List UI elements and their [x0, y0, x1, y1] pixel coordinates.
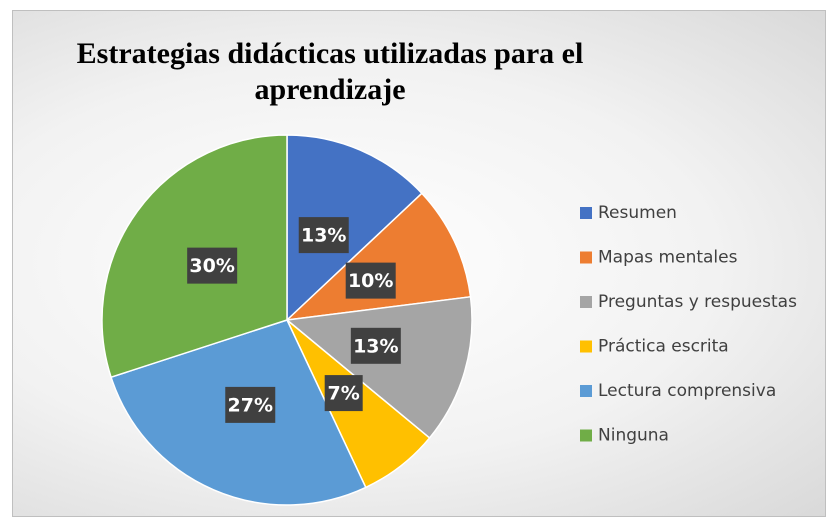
data-label-box	[345, 262, 396, 299]
legend-swatch	[580, 251, 592, 264]
data-label-box	[324, 375, 363, 412]
data-label-box	[350, 327, 401, 364]
data-label-box	[298, 217, 349, 254]
legend-swatch	[580, 207, 592, 219]
legend-label: Práctica escrita	[598, 337, 729, 357]
legend-label: Resumen	[598, 203, 677, 223]
pie-slice	[284, 192, 472, 322]
legend-label: Mapas mentales	[598, 248, 738, 268]
chart-title: Estrategias didácticas utilizadas para e…	[76, 37, 584, 106]
data-label: 30%	[189, 255, 234, 277]
legend-label: Ninguna	[598, 426, 669, 446]
pie-slice	[285, 295, 473, 439]
data-label: 10%	[348, 270, 393, 292]
data-label: 27%	[228, 394, 273, 416]
data-label: 13%	[353, 335, 398, 357]
data-label: 7%	[328, 383, 360, 405]
legend-swatch	[580, 296, 592, 308]
legend-label: Lectura comprensiva	[598, 381, 776, 401]
data-label: 13%	[301, 225, 346, 247]
data-label-box	[187, 247, 238, 284]
legend-swatch	[580, 429, 592, 442]
legend-swatch	[580, 385, 592, 397]
data-label-box	[225, 386, 276, 423]
legend-swatch	[580, 340, 592, 353]
pie-slice	[286, 134, 423, 322]
legend-label: Preguntas y respuestas	[598, 292, 797, 312]
